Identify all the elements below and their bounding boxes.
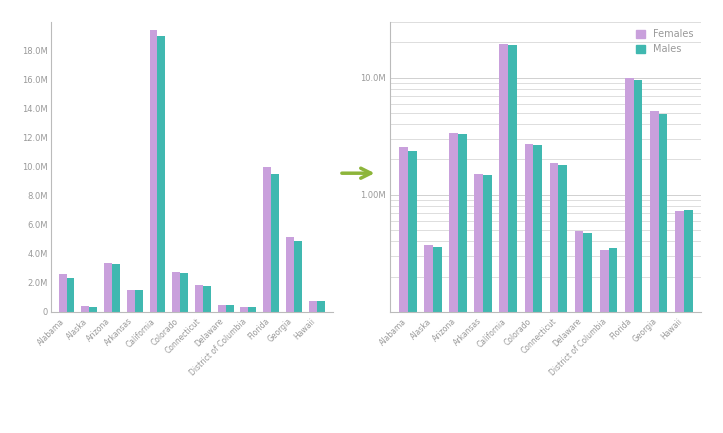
Bar [659,114,667,433]
Bar [158,36,166,312]
Bar [500,44,508,433]
Bar [104,263,112,312]
Bar [399,147,408,433]
Bar [483,175,492,433]
Bar [575,231,583,433]
Bar [650,111,659,433]
Bar [271,174,279,312]
Bar [474,174,483,433]
Bar [249,307,257,312]
Bar [309,301,317,312]
Bar [600,249,609,433]
Bar [549,163,558,433]
Bar [134,291,142,312]
Bar [59,275,67,312]
Bar [218,305,226,312]
Bar [583,233,592,433]
Bar [458,134,467,433]
Bar [558,165,567,433]
Bar [112,264,120,312]
Bar [534,145,542,433]
Bar [633,80,643,433]
Bar [67,278,74,312]
Bar [684,210,693,433]
Legend: Females, Males: Females, Males [633,26,696,57]
Bar [408,151,416,433]
Bar [172,272,180,312]
Bar [195,285,203,312]
Bar [81,307,89,312]
Bar [449,133,458,433]
Bar [150,30,158,312]
Bar [609,248,617,433]
Bar [675,210,684,433]
Bar [424,245,433,433]
Bar [525,144,534,433]
Bar [203,286,211,312]
Bar [625,78,633,433]
Bar [508,45,517,433]
Bar [241,307,249,312]
Bar [180,273,188,312]
Bar [226,305,234,312]
Bar [317,301,325,312]
Bar [263,167,271,312]
Bar [286,237,294,312]
Bar [89,307,97,312]
Bar [127,290,134,312]
Bar [294,241,302,312]
Bar [433,247,442,433]
